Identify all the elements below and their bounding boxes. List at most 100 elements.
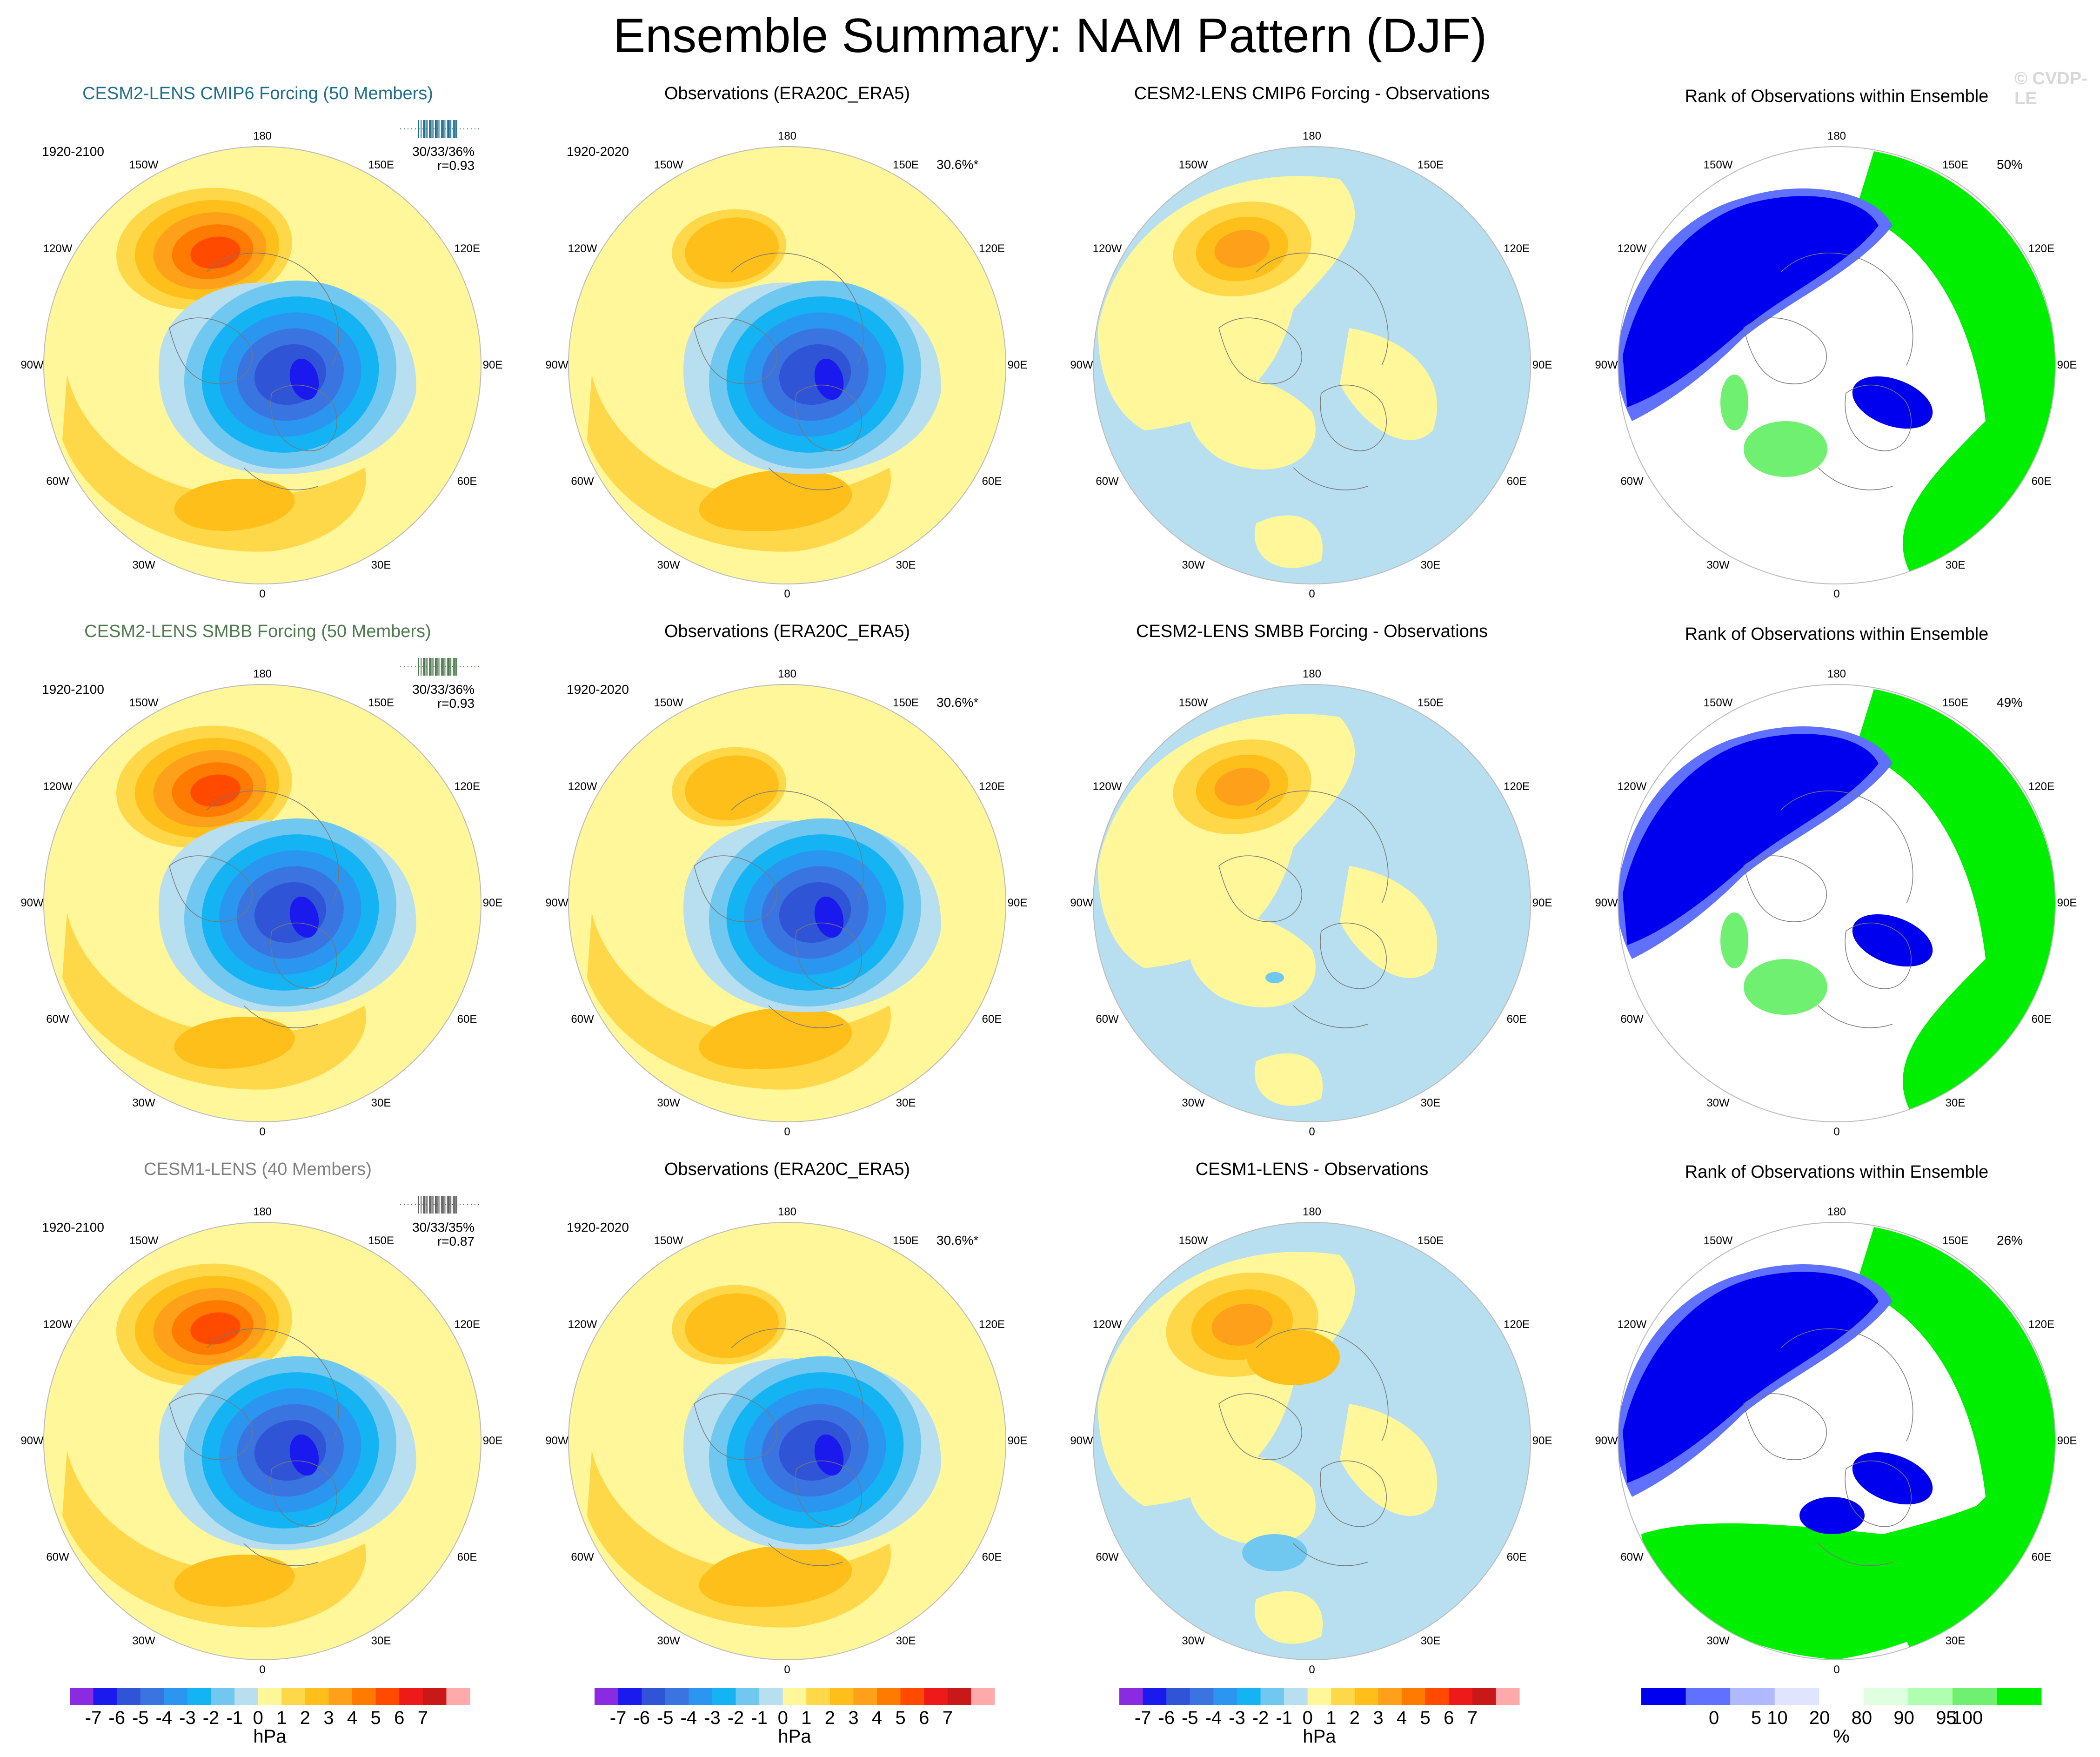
colorbar-swatch <box>422 1688 447 1705</box>
colorbar-tick-label: -2 <box>1252 1708 1269 1728</box>
lon-label-top: 180 <box>777 130 797 142</box>
lon-label-r3: 60E <box>2031 475 2052 488</box>
lon-label-lr: 30E <box>1420 559 1441 571</box>
lon-label-lr: 30E <box>896 1097 916 1109</box>
colorbar-tick-label: -3 <box>1229 1708 1245 1728</box>
lon-label-ul: 150W <box>1178 1234 1208 1247</box>
colorbar-tick-label: -4 <box>155 1708 173 1728</box>
lon-label-ul: 150W <box>654 697 683 709</box>
panel-title: Rank of Observations within Ensemble <box>1685 1162 1989 1182</box>
map-rank <box>1618 684 2056 1122</box>
pos-region <box>1189 1455 1316 1545</box>
coastlines <box>1218 1328 1389 1566</box>
colorbar-tick-label: -6 <box>108 1708 125 1728</box>
rank-high-region <box>1855 151 2055 575</box>
lon-label-r3: 60E <box>2031 1551 2052 1563</box>
lon-label-ll: 30W <box>657 1635 680 1647</box>
lon-label-l3: 60W <box>1096 1013 1119 1026</box>
lon-label-lr: 30E <box>1420 1635 1441 1647</box>
pos-region <box>1254 1591 1323 1644</box>
lon-label-r1: 120E <box>2028 780 2055 793</box>
panel-title: CESM1-LENS - Observations <box>1195 1160 1429 1179</box>
lon-label-l1: 120W <box>43 780 73 793</box>
panel-obs-row1: Observations (ERA20C_ERA5) 180 0 150W 150E 12… <box>525 84 1050 624</box>
atlantic-high-contour-3 <box>703 1545 852 1607</box>
lon-label-r1: 120E <box>2028 242 2055 255</box>
colorbar-tick-label: 95 <box>1936 1708 1957 1728</box>
map-fill <box>1093 147 1531 584</box>
panel-model-row3: CESM1-LENS (40 Members) 180 0 150W 150E 120W 1… <box>0 1160 525 1699</box>
lon-label-ll: 30W <box>1706 1097 1730 1109</box>
colorbar-swatch <box>1908 1688 1953 1705</box>
lon-label-top: 180 <box>1302 130 1322 142</box>
lon-label-ll: 30W <box>132 1097 155 1109</box>
colorbar-tick-label: 2 <box>300 1708 310 1728</box>
colorbar-swatch <box>352 1688 376 1705</box>
map-border <box>1093 684 1531 1122</box>
lon-label-l2: 90W <box>20 897 44 909</box>
colorbar-swatch <box>947 1688 971 1705</box>
period-label: 1920-2100 <box>42 144 104 159</box>
colorbar-tick-label: 2 <box>1349 1708 1360 1728</box>
watermark: © CVDP-LE <box>2014 69 2087 108</box>
correlation-label: r=0.87 <box>437 1234 475 1248</box>
colorbar-tick-label: 0 <box>253 1708 263 1728</box>
lon-label-bottom: 0 <box>1309 588 1315 600</box>
colorbar-swatch <box>1496 1688 1520 1705</box>
pos-region <box>1340 1404 1437 1516</box>
lon-label-r2: 90E <box>1007 1435 1028 1447</box>
panel-rank-row3: Rank of Observations within Ensemble 180 0… <box>1574 1160 2099 1699</box>
lon-label-r1: 120E <box>1503 242 1530 255</box>
colorbar-unit: hPa <box>778 1726 811 1747</box>
lon-label-l1: 120W <box>568 1318 597 1331</box>
lon-label-r1: 120E <box>2028 1318 2055 1331</box>
colorbar-tick-label: 5 <box>895 1708 906 1728</box>
lon-label-ul: 150W <box>129 1234 159 1247</box>
lon-label-r3: 60E <box>457 475 477 488</box>
lon-label-l3: 60W <box>46 1551 69 1563</box>
ensemble-spread-ticks <box>400 120 479 138</box>
pacific-high-contour <box>190 236 241 269</box>
arctic-low-center <box>814 1434 844 1476</box>
colorbar-unit: % <box>1833 1726 1850 1747</box>
lon-label-r1: 120E <box>978 242 1005 255</box>
map-fill <box>44 684 481 1122</box>
coastlines <box>169 1328 339 1566</box>
lon-label-lr: 30E <box>1945 559 1966 571</box>
lon-label-l2: 90W <box>1595 1435 1618 1447</box>
lon-label-lr: 30E <box>371 1635 391 1647</box>
rank-high-region <box>1744 421 1827 477</box>
coastlines <box>694 790 864 1028</box>
lon-label-r3: 60E <box>982 1013 1002 1026</box>
colorbar-swatch <box>806 1688 830 1705</box>
rank-high-region <box>1641 1460 2055 1660</box>
lon-label-bottom: 0 <box>784 1663 790 1676</box>
figure-title: Ensemble Summary: NAM Pattern (DJF) <box>613 9 1487 63</box>
arctic-low-center <box>289 896 319 938</box>
atlantic-high-contour-2 <box>174 1017 295 1069</box>
colorbar-swatch <box>187 1688 212 1705</box>
map-fill <box>1618 684 2055 1122</box>
colorbar-tick-label: 6 <box>394 1708 405 1728</box>
colorbar-swatch <box>164 1688 188 1705</box>
panel-title: Observations (ERA20C_ERA5) <box>664 1160 910 1179</box>
lon-label-lr: 30E <box>371 559 391 571</box>
lon-label-r3: 60E <box>457 1551 477 1563</box>
colorbar-swatch <box>642 1688 666 1705</box>
lon-label-r3: 60E <box>1506 1013 1527 1026</box>
map-border <box>43 684 482 1122</box>
high-contour-3 <box>1214 230 1270 268</box>
colorbar-swatch <box>1190 1688 1214 1705</box>
percent-label: 50% <box>1997 157 2023 172</box>
low-contour-diff <box>1265 972 1284 983</box>
panel-diff-row3: CESM1-LENS - Observations 180 0 150W 150E 120… <box>1050 1160 1574 1699</box>
map-fill <box>1093 684 1531 1122</box>
coastlines <box>694 1328 864 1566</box>
colorbar-swatches <box>1119 1688 1520 1705</box>
colorbar-swatches <box>595 1688 995 1705</box>
lon-label-top: 180 <box>777 1206 797 1218</box>
panel-title: Rank of Observations within Ensemble <box>1685 87 1989 106</box>
lon-label-l1: 120W <box>1092 242 1122 255</box>
lon-label-ll: 30W <box>132 559 155 571</box>
colorbar-colorbar_hpa: -7 -6 -5 -4 -3 -2 -1 0 1 2 3 4 5 6 7 hPa <box>595 1688 1004 1753</box>
